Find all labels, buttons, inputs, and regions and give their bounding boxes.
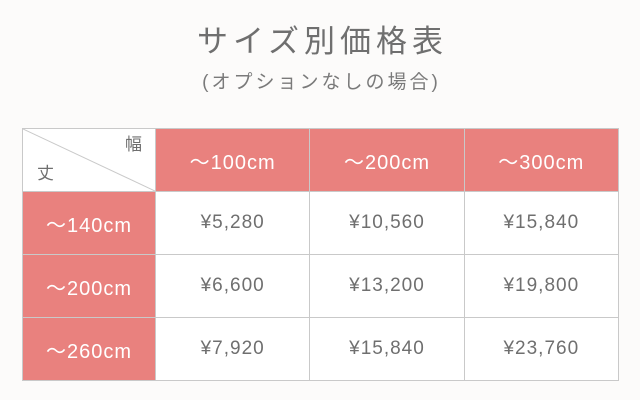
price-cell-r2c3: ¥19,800: [463, 254, 619, 318]
table-header-row: 幅 丈 〜100cm 〜200cm 〜300cm: [22, 128, 619, 192]
page-title: サイズ別価格表: [196, 24, 449, 59]
table-row: 〜140cm ¥5,280 ¥10,560 ¥15,840: [22, 191, 619, 255]
heading-block: サイズ別価格表 (オプションなしの場合): [0, 22, 640, 98]
price-cell-r1c1: ¥5,280: [154, 191, 311, 255]
price-cell-r1c2: ¥10,560: [309, 191, 465, 255]
price-cell-r1c3: ¥15,840: [463, 191, 619, 255]
axis-label-width: 幅: [125, 135, 143, 154]
row-header-2: 〜200cm: [22, 254, 156, 318]
price-cell-r3c2: ¥15,840: [309, 317, 465, 381]
column-header-3: 〜300cm: [463, 128, 619, 192]
row-header-3: 〜260cm: [22, 317, 156, 381]
price-table: 幅 丈 〜100cm 〜200cm 〜300cm 〜140cm ¥5,280 ¥…: [22, 128, 619, 381]
table-row: 〜200cm ¥6,600 ¥13,200 ¥19,800: [22, 254, 619, 318]
row-header-1: 〜140cm: [22, 191, 156, 255]
price-cell-r3c3: ¥23,760: [463, 317, 619, 381]
price-cell-r2c1: ¥6,600: [154, 254, 311, 318]
column-header-1: 〜100cm: [154, 128, 311, 192]
column-header-2: 〜200cm: [309, 128, 465, 192]
diagonal-divider-icon: [23, 129, 155, 191]
table-row: 〜260cm ¥7,920 ¥15,840 ¥23,760: [22, 317, 619, 381]
price-table-container: 幅 丈 〜100cm 〜200cm 〜300cm 〜140cm ¥5,280 ¥…: [22, 128, 619, 381]
price-cell-r3c1: ¥7,920: [154, 317, 311, 381]
page-subtitle: (オプションなしの場合): [202, 72, 441, 93]
axis-corner-cell: 幅 丈: [22, 128, 156, 192]
axis-label-length: 丈: [37, 164, 55, 183]
price-cell-r2c2: ¥13,200: [309, 254, 465, 318]
